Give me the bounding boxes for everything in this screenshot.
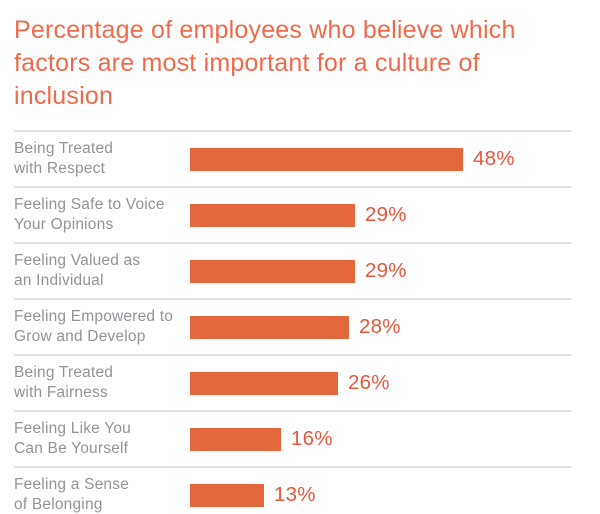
bar <box>190 147 463 171</box>
bar <box>190 427 281 451</box>
bar-chart: Being Treated with Respect 48% Feeling S… <box>14 130 572 514</box>
value-label: 28% <box>359 315 401 338</box>
value-label: 48% <box>473 147 515 170</box>
category-label: Feeling Empowered to Grow and Develop <box>14 308 174 345</box>
chart-row: Being Treated with Fairness 26% <box>14 354 572 410</box>
bar <box>190 371 338 395</box>
chart-title: Percentage of employees who believe whic… <box>14 16 516 110</box>
value-label: 16% <box>291 427 333 450</box>
chart-row: Feeling a Sense of Belonging 13% <box>14 466 572 514</box>
value-label: 13% <box>274 483 316 506</box>
bar <box>190 315 349 339</box>
bar <box>190 483 264 507</box>
bar-area: 16% <box>190 427 572 451</box>
category-label: Feeling Safe to Voice Your Opinions <box>14 196 165 233</box>
chart-row: Feeling Like You Can Be Yourself 16% <box>14 410 572 466</box>
category-label: Feeling a Sense of Belonging <box>14 476 130 513</box>
value-label: 26% <box>348 371 390 394</box>
chart-row: Being Treated with Respect 48% <box>14 130 572 186</box>
value-label: 29% <box>365 203 407 226</box>
bar-area: 48% <box>190 147 572 171</box>
bar-area: 13% <box>190 483 572 507</box>
bar <box>190 203 355 227</box>
category-label: Feeling Valued as an Individual <box>14 252 141 289</box>
chart-row: Feeling Valued as an Individual 29% <box>14 242 572 298</box>
chart-row: Feeling Empowered to Grow and Develop 28… <box>14 298 572 354</box>
chart-row: Feeling Safe to Voice Your Opinions 29% <box>14 186 572 242</box>
category-label: Being Treated with Respect <box>14 140 114 177</box>
bar-area: 29% <box>190 259 572 283</box>
bar-area: 29% <box>190 203 572 227</box>
bar <box>190 259 355 283</box>
value-label: 29% <box>365 259 407 282</box>
category-label: Being Treated with Fairness <box>14 364 114 401</box>
bar-area: 26% <box>190 371 572 395</box>
bar-area: 28% <box>190 315 572 339</box>
category-label: Feeling Like You Can Be Yourself <box>14 420 131 457</box>
